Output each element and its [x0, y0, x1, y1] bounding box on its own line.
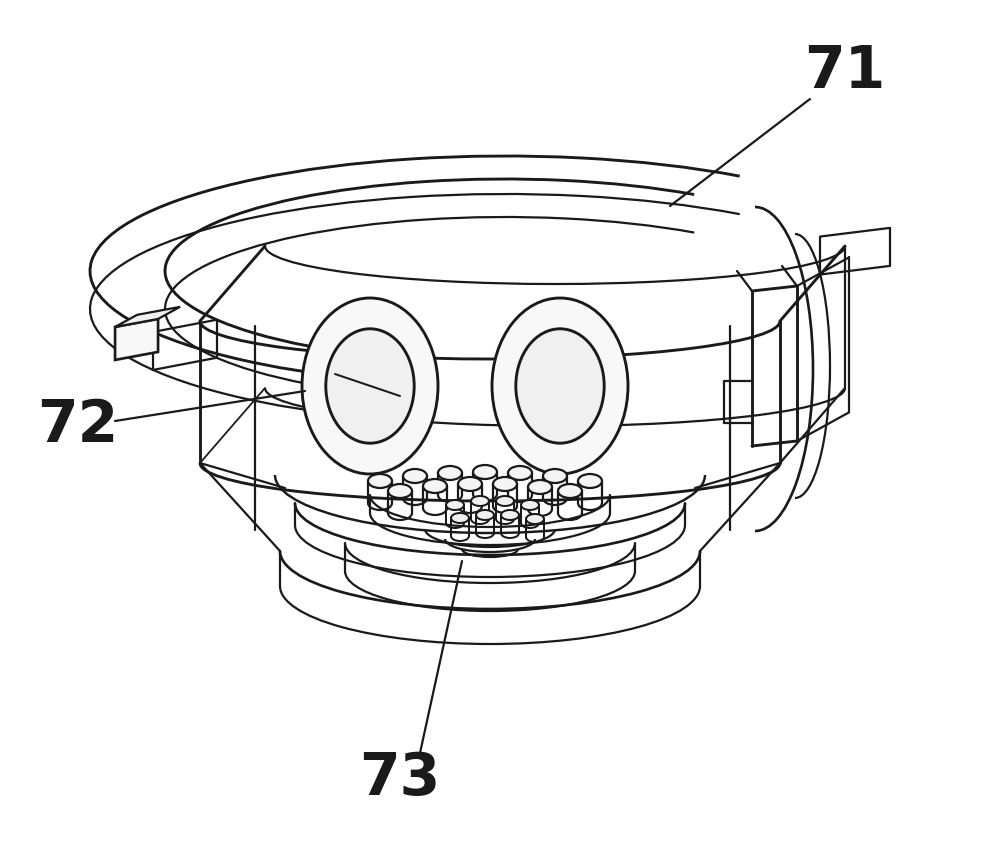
- Ellipse shape: [521, 500, 539, 510]
- Ellipse shape: [578, 474, 602, 488]
- Ellipse shape: [493, 477, 517, 491]
- Ellipse shape: [476, 510, 494, 520]
- Ellipse shape: [446, 500, 464, 510]
- Ellipse shape: [558, 484, 582, 498]
- Ellipse shape: [388, 484, 412, 498]
- Ellipse shape: [492, 298, 628, 474]
- Ellipse shape: [438, 466, 462, 480]
- Text: 72: 72: [37, 398, 119, 455]
- Ellipse shape: [543, 469, 567, 483]
- Polygon shape: [115, 307, 180, 327]
- Ellipse shape: [516, 329, 604, 443]
- Ellipse shape: [326, 329, 414, 443]
- Ellipse shape: [368, 474, 392, 488]
- Ellipse shape: [451, 513, 469, 523]
- Ellipse shape: [501, 510, 519, 520]
- Ellipse shape: [528, 480, 552, 494]
- Ellipse shape: [473, 465, 497, 479]
- Ellipse shape: [508, 466, 532, 480]
- Ellipse shape: [471, 496, 489, 506]
- Text: 71: 71: [804, 42, 886, 100]
- Ellipse shape: [423, 479, 447, 493]
- Text: 73: 73: [359, 751, 441, 808]
- Ellipse shape: [403, 469, 427, 483]
- Ellipse shape: [496, 496, 514, 506]
- Ellipse shape: [302, 298, 438, 474]
- Ellipse shape: [526, 514, 544, 524]
- Ellipse shape: [458, 477, 482, 491]
- Polygon shape: [115, 319, 158, 360]
